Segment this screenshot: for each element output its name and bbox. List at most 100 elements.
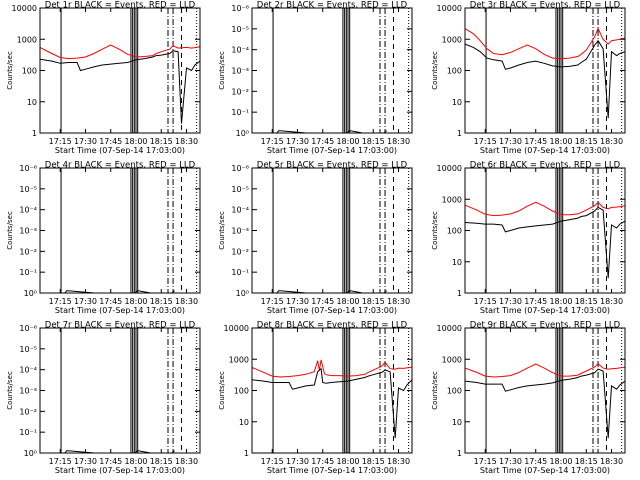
y-tick-label: 1000 (442, 35, 462, 44)
x-tick-label: 18:15 (575, 297, 598, 306)
x-tick-label: 17:30 (74, 137, 97, 146)
panel-8: 17:15 17:30 17:45 18:00 18:15 18:30 1 10 100 1000… (218, 321, 413, 475)
x-tick-label: 17:30 (499, 457, 522, 466)
panel-9: 17:15 17:30 17:45 18:00 18:15 18:30 1 10 100 1000… (431, 321, 626, 475)
y-tick-label: 1 (457, 449, 462, 458)
y-tick-label: 10⁻³ (19, 227, 37, 236)
series-events (40, 50, 200, 124)
y-tick-label: 10⁻³ (19, 387, 37, 396)
x-tick-label: 18:30 (387, 297, 410, 306)
y-tick-label: 10 (452, 258, 462, 267)
x-tick-label: 18:30 (600, 137, 623, 146)
plot-frame (39, 7, 201, 134)
panel-title: Det 7r BLACK = Events, RED = LLD (45, 321, 196, 331)
y-axis-label: Counts/sec (218, 211, 226, 250)
y-tick-label: 10⁻⁵ (231, 25, 249, 34)
x-tick-label: 17:15 (49, 137, 72, 146)
y-tick-label: 1000 (17, 35, 37, 44)
y-tick-label: 100 (234, 387, 249, 396)
x-tick-label: 17:15 (474, 297, 497, 306)
x-axis-label: Start Time (07-Sep-14 17:03:00) (480, 466, 610, 475)
x-tick-label: 18:30 (387, 137, 410, 146)
y-tick-label: 1000 (442, 195, 462, 204)
panel-5: 17:15 17:30 17:45 18:00 18:15 18:30 10⁰ 10⁻¹ 10⁻… (218, 161, 413, 315)
y-tick-label: 10 (239, 418, 249, 427)
x-tick-label: 18:00 (336, 137, 359, 146)
x-tick-label: 18:15 (150, 297, 173, 306)
x-tick-label: 17:45 (524, 297, 547, 306)
panel-4: 17:15 17:30 17:45 18:00 18:15 18:30 10⁰ 10⁻¹ 10⁻… (6, 161, 201, 315)
x-tick-label: 18:15 (362, 137, 385, 146)
y-tick-label: 10⁻² (231, 87, 249, 96)
x-tick-label: 17:45 (311, 137, 334, 146)
y-tick-label: 10⁻² (19, 247, 37, 256)
x-tick-label: 17:15 (474, 457, 497, 466)
x-tick-label: 17:30 (286, 457, 309, 466)
plot-frame (464, 7, 626, 134)
series-lld (465, 27, 625, 60)
y-axis-label: Counts/sec (218, 51, 226, 90)
panel-title: Det 6r BLACK = Events, RED = LLD (470, 161, 621, 171)
x-tick-label: 18:00 (549, 137, 572, 146)
y-tick-label: 10⁻⁵ (19, 185, 37, 194)
y-tick-label: 10000 (12, 4, 37, 13)
x-tick-label: 17:45 (311, 297, 334, 306)
panel-3: 17:15 17:30 17:45 18:00 18:15 18:30 1 10 100 1000… (431, 1, 626, 155)
plot-frame (39, 327, 201, 454)
x-tick-label: 18:00 (336, 457, 359, 466)
x-tick-label: 17:45 (524, 457, 547, 466)
series-events (252, 367, 412, 439)
y-tick-label: 10⁻⁵ (231, 185, 249, 194)
x-tick-label: 17:15 (261, 137, 284, 146)
y-tick-label: 10000 (224, 324, 249, 333)
y-tick-label: 10⁻⁴ (19, 366, 37, 375)
x-tick-label: 18:15 (575, 137, 598, 146)
x-axis-label: Start Time (07-Sep-14 17:03:00) (55, 146, 185, 155)
x-tick-label: 17:30 (499, 137, 522, 146)
x-tick-label: 17:15 (261, 457, 284, 466)
y-axis-label: Counts/sec (6, 371, 14, 410)
y-tick-label: 100 (447, 227, 462, 236)
x-axis-label: Start Time (07-Sep-14 17:03:00) (267, 146, 397, 155)
y-tick-label: 10 (452, 418, 462, 427)
panel-title: Det 3r BLACK = Events, RED = LLD (470, 1, 621, 11)
x-tick-label: 18:00 (549, 457, 572, 466)
y-tick-label: 10⁻¹ (231, 108, 249, 117)
x-tick-label: 18:30 (175, 297, 198, 306)
plot-frame (251, 7, 413, 134)
x-tick-label: 17:30 (499, 297, 522, 306)
y-axis-label: Counts/sec (431, 211, 439, 250)
plot-frame (251, 327, 413, 454)
y-tick-label: 10⁰ (24, 289, 37, 298)
x-tick-label: 17:30 (74, 297, 97, 306)
series-lld (252, 359, 412, 378)
series-events (465, 39, 625, 119)
y-tick-label: 1 (457, 289, 462, 298)
panel-2: 17:15 17:30 17:45 18:00 18:15 18:30 10⁰ 10⁻¹ 10⁻… (218, 1, 413, 155)
x-tick-label: 18:15 (362, 297, 385, 306)
y-tick-label: 10⁻⁶ (231, 164, 249, 173)
x-tick-label: 17:15 (49, 297, 72, 306)
panel-title: Det 1r BLACK = Events, RED = LLD (45, 1, 196, 11)
x-tick-label: 18:30 (600, 457, 623, 466)
x-tick-label: 17:15 (49, 457, 72, 466)
y-tick-label: 10⁻⁴ (231, 46, 249, 55)
y-tick-label: 1 (457, 129, 462, 138)
x-tick-label: 18:00 (549, 297, 572, 306)
x-tick-label: 17:30 (74, 457, 97, 466)
x-tick-label: 17:15 (261, 297, 284, 306)
x-tick-label: 17:30 (286, 297, 309, 306)
series-events (465, 206, 625, 279)
panel-title: Det 9r BLACK = Events, RED = LLD (470, 321, 621, 331)
x-tick-label: 18:00 (124, 137, 147, 146)
y-tick-label: 10⁻² (231, 247, 249, 256)
x-tick-label: 17:15 (474, 137, 497, 146)
x-axis-label: Start Time (07-Sep-14 17:03:00) (55, 466, 185, 475)
y-axis-label: Counts/sec (6, 51, 14, 90)
y-tick-label: 10 (452, 98, 462, 107)
y-tick-label: 10⁰ (236, 289, 249, 298)
y-tick-label: 10⁻⁴ (231, 206, 249, 215)
x-tick-label: 18:30 (175, 457, 198, 466)
x-axis-label: Start Time (07-Sep-14 17:03:00) (480, 306, 610, 315)
